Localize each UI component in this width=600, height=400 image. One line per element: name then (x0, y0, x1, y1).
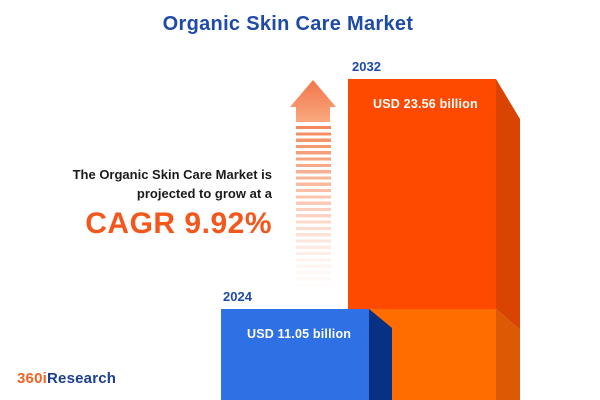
logo-suffix: Research (47, 370, 117, 387)
cagr-value: CAGR 9.92% (85, 207, 272, 240)
intro-line-2: projected to grow at a (136, 186, 272, 201)
up-arrow-icon (290, 80, 336, 122)
brand-logo: 360iResearch (17, 370, 116, 388)
chart-title: Organic Skin Care Market (162, 13, 414, 35)
bar-2024-graphic (221, 309, 392, 400)
value-label-2032: USD 23.56 billion (373, 97, 478, 111)
value-label-2024: USD 11.05 billion (247, 327, 352, 341)
year-label-2024: 2024 (223, 289, 252, 304)
arrow-fade-stripes (296, 126, 331, 294)
intro-text: The Organic Skin Care Market is projecte… (28, 165, 272, 241)
year-label-2032: 2032 (352, 59, 381, 74)
logo-prefix: 360i (17, 370, 47, 387)
intro-line-1: The Organic Skin Care Market is (72, 167, 272, 182)
